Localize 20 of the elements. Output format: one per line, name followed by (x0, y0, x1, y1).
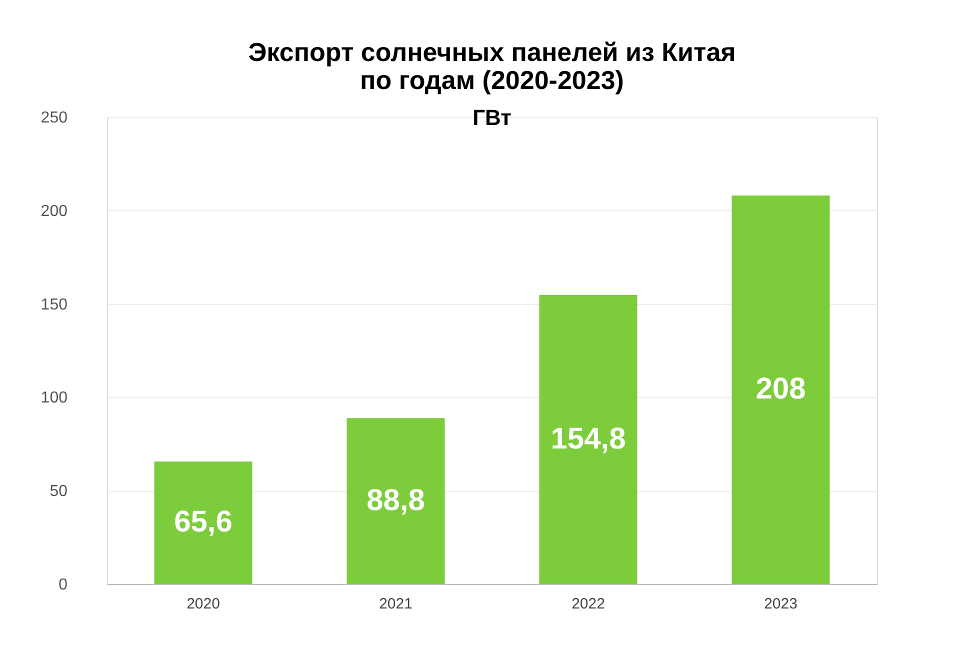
x-tick-label: 2020 (186, 596, 220, 612)
chart-subtitle: ГВт (472, 105, 512, 130)
y-tick-label: 0 (58, 576, 68, 594)
bar (732, 195, 830, 584)
data-label: 154,8 (550, 422, 626, 456)
y-tick-label: 250 (40, 110, 68, 126)
bar (346, 418, 445, 584)
data-label: 88,8 (366, 484, 425, 518)
bar (539, 294, 638, 584)
bar (154, 461, 252, 584)
x-tick-label: 2021 (379, 596, 412, 612)
data-label: 65,6 (174, 506, 232, 539)
y-tick-label: 100 (40, 390, 68, 407)
chart-title: Экспорт солнечных панелей из Китая по годам (2020-2023) (248, 37, 736, 95)
y-tick-label: 50 (50, 483, 68, 500)
data-label: 208 (756, 372, 806, 406)
y-tick-label: 150 (40, 296, 68, 314)
y-tick-label: 200 (40, 202, 68, 220)
x-tick-label: 2022 (572, 596, 605, 612)
x-tick-label: 2023 (764, 596, 798, 612)
